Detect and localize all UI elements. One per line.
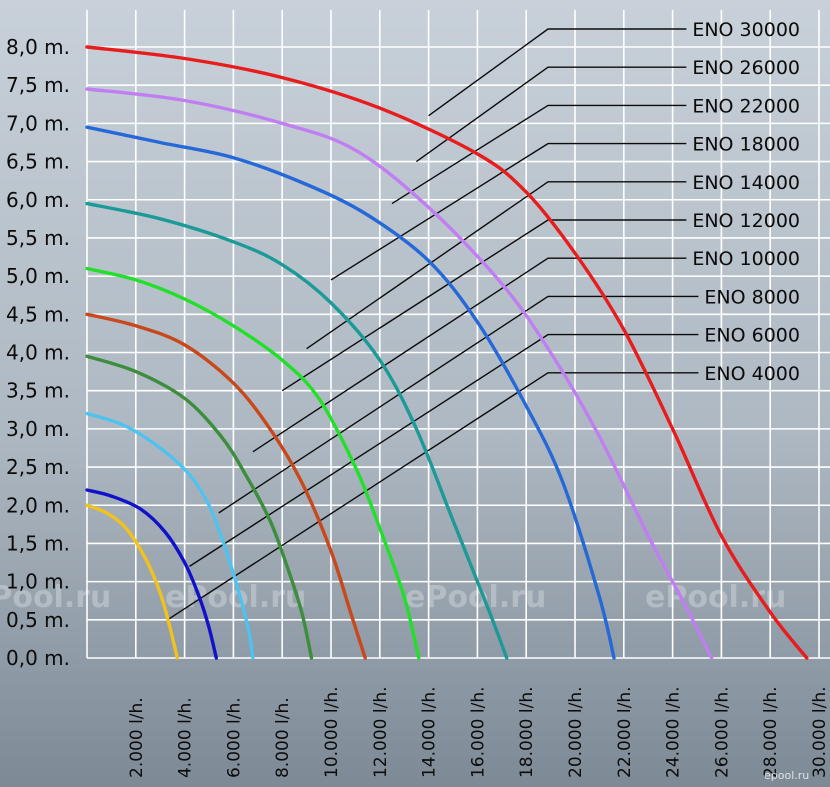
legend-label: ENO 8000	[704, 286, 800, 308]
y-tick-label: 5,5 m.	[6, 226, 70, 250]
y-tick-label: 7,5 m.	[6, 73, 70, 97]
y-tick-label: 1,0 m.	[6, 570, 70, 594]
x-tick-label: 28.000 l/h.	[761, 686, 781, 778]
legend-label: ENO 6000	[704, 325, 800, 347]
leader-layer	[167, 28, 699, 621]
series-line	[85, 488, 218, 660]
credit-text: epool.ru	[764, 769, 809, 782]
y-tick-label: 8,0 m.	[6, 35, 70, 59]
x-tick-label: 2.000 l/h.	[127, 697, 147, 778]
y-tick-label: 2,0 m.	[6, 493, 70, 517]
x-tick-label: 18.000 l/h.	[517, 686, 537, 778]
series-line	[85, 45, 809, 660]
legend-label: ENO 12000	[692, 210, 800, 232]
y-tick-label: 5,0 m.	[6, 264, 70, 288]
legend-label: ENO 14000	[692, 172, 800, 194]
y-tick-label: 3,0 m.	[6, 417, 70, 441]
y-tick-label: 2,5 m.	[6, 455, 70, 479]
y-tick-label: 4,5 m.	[6, 302, 70, 326]
y-tick-label: 6,5 m.	[6, 150, 70, 174]
x-axis-ticks: 2.000 l/h. 4.000 l/h. 6.000 l/h. 8.000 l/h.…	[127, 686, 830, 778]
series-line	[85, 312, 367, 660]
series-line	[85, 411, 255, 660]
legend-leader-line	[428, 28, 687, 117]
legend-leader-line	[415, 66, 687, 163]
y-tick-label: 4,0 m.	[6, 341, 70, 365]
legend-labels: ENO 30000 ENO 26000 ENO 22000 ENO 18000 ENO …	[692, 19, 800, 385]
x-tick-label: 30.000 l/h.	[810, 686, 830, 778]
legend-label: ENO 4000	[704, 363, 800, 385]
legend-leader-line	[218, 295, 699, 514]
watermark-text: ePool.ru	[0, 580, 111, 615]
y-tick-label: 3,5 m.	[6, 379, 70, 403]
series-layer	[85, 45, 809, 660]
series-line	[85, 201, 509, 660]
series-line	[85, 125, 616, 660]
legend-label: ENO 10000	[692, 248, 800, 270]
legend-leader-line	[306, 181, 687, 350]
x-tick-label: 24.000 l/h.	[664, 686, 684, 778]
legend-label: ENO 22000	[692, 95, 800, 117]
y-tick-label: 6,0 m.	[6, 188, 70, 212]
legend-leader-line	[330, 142, 687, 281]
x-tick-label: 6.000 l/h.	[224, 697, 244, 778]
x-tick-label: 20.000 l/h.	[566, 686, 586, 778]
x-tick-label: 16.000 l/h.	[468, 686, 488, 778]
x-tick-label: 10.000 l/h.	[322, 686, 342, 778]
legend-label: ENO 30000	[692, 19, 800, 41]
x-tick-label: 12.000 l/h.	[371, 686, 391, 778]
legend-label: ENO 18000	[692, 134, 800, 156]
x-tick-label: 4.000 l/h.	[176, 697, 196, 778]
legend-label: ENO 26000	[692, 57, 800, 79]
series-line	[85, 503, 179, 660]
y-tick-label: 1,5 m.	[6, 531, 70, 555]
x-tick-label: 22.000 l/h.	[615, 686, 635, 778]
legend-leader-line	[281, 219, 687, 392]
series-line	[85, 354, 314, 660]
y-axis-ticks: 0,0 m. 0,5 m. 1,0 m. 1,5 m. 2,0 m. 2,5 m. 3,0 …	[6, 35, 70, 670]
legend-leader-line	[189, 333, 699, 567]
watermark-text: ePool.ru	[405, 580, 546, 615]
x-tick-label: 14.000 l/h.	[420, 686, 440, 778]
series-line	[85, 87, 714, 660]
legend-leader-line	[252, 257, 687, 453]
legend-leader-line	[391, 104, 687, 205]
y-tick-label: 0,0 m.	[6, 646, 70, 670]
watermark-text: ePool.ru	[645, 580, 786, 615]
y-tick-label: 7,0 m.	[6, 111, 70, 135]
legend-leader-line	[167, 372, 699, 621]
series-line	[85, 266, 421, 660]
x-tick-label: 26.000 l/h.	[712, 686, 732, 778]
x-tick-label: 8.000 l/h.	[273, 697, 293, 778]
y-tick-label: 0,5 m.	[6, 608, 70, 632]
